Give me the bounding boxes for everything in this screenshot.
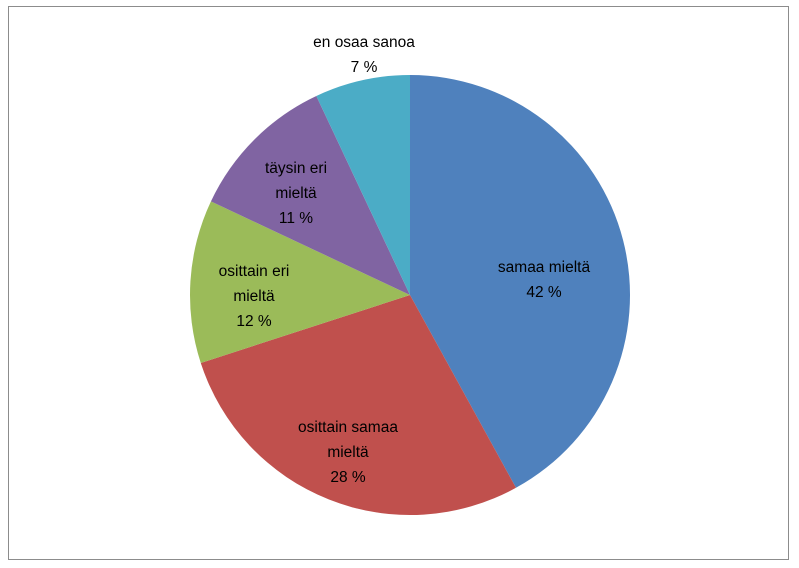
pie-slice	[316, 75, 410, 295]
slice-category-label: mieltä	[233, 288, 275, 305]
slice-value-label: 42 %	[526, 284, 562, 301]
slice-category-label: täysin eri	[265, 160, 327, 177]
slice-value-label: 7 %	[351, 59, 378, 76]
slice-category-label: osittain samaa	[298, 419, 398, 436]
slice-label: osittain eri mieltä 12 %	[219, 263, 290, 330]
slice-label: en osaa sanoa 7 %	[313, 34, 415, 76]
slice-label: samaa mieltä 42 %	[498, 259, 591, 301]
slice-value-label: 11 %	[279, 210, 313, 227]
slice-value-label: 28 %	[330, 469, 366, 486]
slice-category-label: osittain eri	[219, 263, 290, 280]
slice-category-label: mieltä	[275, 185, 317, 202]
pie-slice	[210, 95, 410, 295]
pie-slice	[200, 295, 516, 516]
slice-category-label: en osaa sanoa	[313, 34, 415, 51]
slice-value-label: 12 %	[236, 313, 272, 330]
slice-category-label: mieltä	[327, 444, 369, 461]
slice-category-label: samaa mieltä	[498, 259, 591, 276]
slice-label: osittain samaa mieltä 28 %	[298, 419, 398, 486]
pie-slices	[190, 75, 631, 516]
pie-labels: samaa mieltä 42 % osittain samaa mieltä 28 %…	[219, 34, 591, 486]
pie-slice	[190, 201, 410, 363]
pie-slice	[410, 75, 631, 488]
slice-label: täysin eri mieltä 11 %	[265, 160, 327, 227]
